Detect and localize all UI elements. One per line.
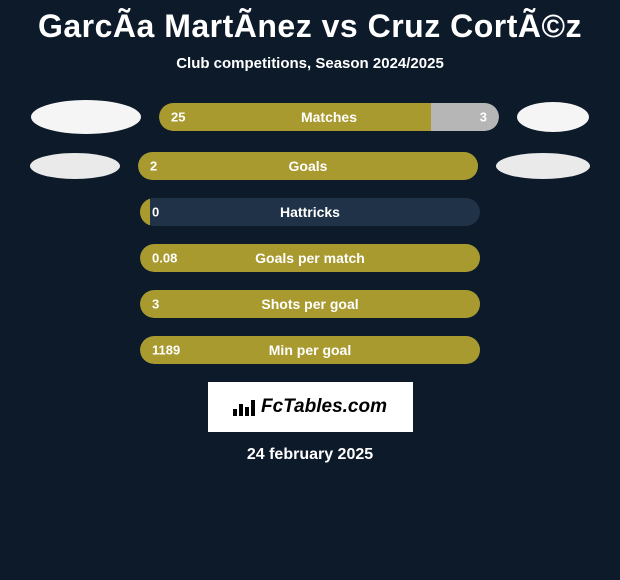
page-title: GarcÃ­a MartÃ­nez vs Cruz CortÃ©z xyxy=(0,8,620,45)
stat-value-right: 3 xyxy=(480,110,487,125)
right-ellipse-icon xyxy=(517,102,589,132)
stat-value-left: 1189 xyxy=(152,343,180,358)
stats-list: Matches 25 3 Goals 2 Hattricks 0 Goals per matc… xyxy=(0,100,620,364)
stat-bar: Shots per goal 3 xyxy=(140,290,480,318)
stat-value-left: 3 xyxy=(152,297,159,312)
stat-bar: Goals per match 0.08 xyxy=(140,244,480,272)
logo-text: FcTables.com xyxy=(261,396,387,418)
stat-label: Shots per goal xyxy=(261,296,358,312)
stat-bar: Matches 25 3 xyxy=(159,103,499,131)
stat-label: Min per goal xyxy=(269,342,351,358)
logo-bars-icon xyxy=(233,398,255,416)
bar-left-fill xyxy=(140,198,150,226)
stat-row: Goals 2 xyxy=(0,152,620,180)
right-ellipse-icon xyxy=(496,153,590,179)
stat-label: Goals per match xyxy=(255,250,365,266)
stat-bar: Hattricks 0 xyxy=(140,198,480,226)
stat-row: Hattricks 0 xyxy=(0,198,620,226)
page-subtitle: Club competitions, Season 2024/2025 xyxy=(0,55,620,72)
left-ellipse-icon xyxy=(30,153,120,179)
stat-label: Hattricks xyxy=(280,204,340,220)
left-ellipse-icon xyxy=(31,100,141,134)
bar-right-fill xyxy=(431,103,499,131)
stat-label: Goals xyxy=(289,158,328,174)
stat-row: Shots per goal 3 xyxy=(0,290,620,318)
stat-bar: Min per goal 1189 xyxy=(140,336,480,364)
stat-value-left: 0 xyxy=(152,205,159,220)
stat-value-left: 2 xyxy=(150,159,157,174)
stat-row: Min per goal 1189 xyxy=(0,336,620,364)
stat-row: Matches 25 3 xyxy=(0,100,620,134)
stat-bar: Goals 2 xyxy=(138,152,478,180)
bar-left-fill xyxy=(159,103,431,131)
stat-row: Goals per match 0.08 xyxy=(0,244,620,272)
stat-value-left: 25 xyxy=(171,110,185,125)
comparison-container: GarcÃ­a MartÃ­nez vs Cruz CortÃ©z Club c… xyxy=(0,0,620,464)
footer-date: 24 february 2025 xyxy=(0,446,620,464)
stat-value-left: 0.08 xyxy=(152,251,177,266)
logo-block[interactable]: FcTables.com xyxy=(208,382,413,432)
stat-label: Matches xyxy=(301,109,357,125)
